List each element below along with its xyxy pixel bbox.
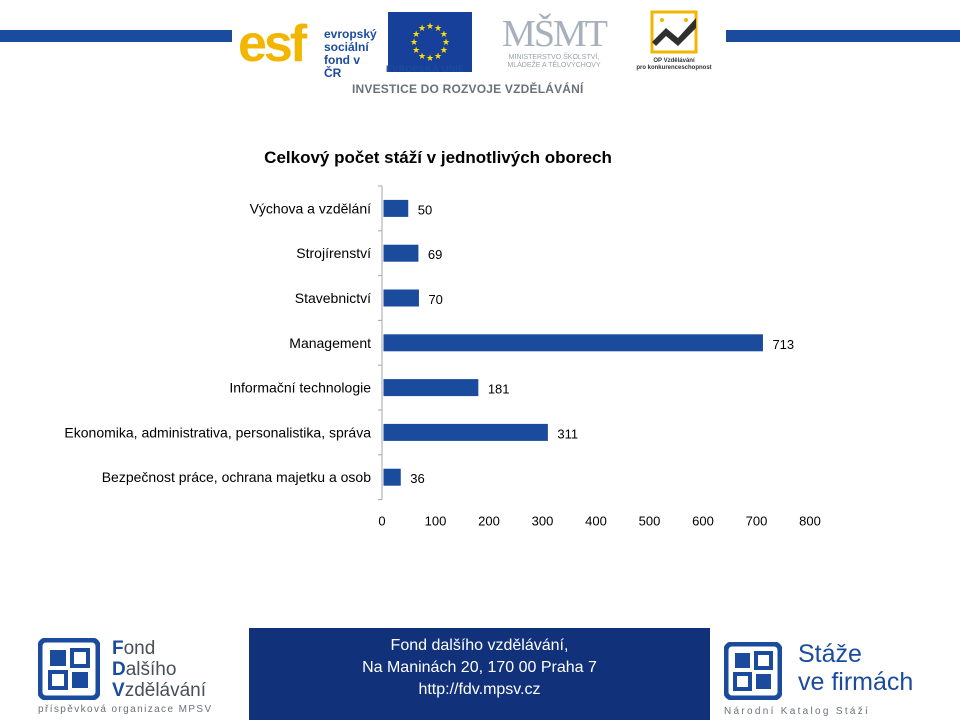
esf-logo: esf evropský sociální fond v ČR — [238, 10, 378, 80]
msmt-logo: MŠMT MINISTERSTVO ŠKOLSTVÍ, MLÁDEŽE A TĚ… — [484, 8, 624, 74]
svg-text:MŠMT: MŠMT — [502, 13, 608, 54]
category-label: Strojírenství — [296, 245, 371, 261]
x-tick-label: 0 — [378, 514, 385, 529]
staze-name: Stáže ve firmách — [798, 640, 913, 696]
eu-star-icon: ★ — [440, 30, 448, 40]
msmt-caption-line: MINISTERSTVO ŠKOLSTVÍ, — [508, 54, 600, 61]
contact-box: Fond dalšího vzdělávání, Na Maninách 20,… — [249, 628, 710, 720]
eu-star-icon: ★ — [434, 52, 442, 62]
category-label: Informační technologie — [229, 380, 371, 396]
contact-line: Na Maninách 20, 170 00 Praha 7 — [362, 659, 597, 676]
x-tick-label: 400 — [585, 514, 607, 529]
esf-text-line: fond v ČR — [324, 53, 360, 80]
x-tick-label: 500 — [639, 514, 661, 529]
header-stripe-left — [0, 30, 232, 42]
staze-logo-icon — [724, 642, 782, 700]
data-label: 50 — [418, 202, 432, 217]
fdv-initial: D — [112, 659, 126, 680]
bar — [382, 422, 549, 442]
eu-star-icon: ★ — [410, 38, 418, 48]
fdv-initial: F — [112, 638, 124, 659]
esf-text-line: sociální — [324, 40, 369, 54]
eu-caption: EVROPSKÁ UNIE — [386, 64, 465, 74]
esf-mark: esf — [238, 14, 307, 74]
op-mark-icon — [650, 10, 698, 54]
category-label: Stavebnictví — [295, 290, 371, 306]
staze-line: Stáže — [798, 640, 862, 668]
staze-line: ve firmách — [798, 668, 914, 696]
eu-star-icon: ★ — [440, 46, 448, 56]
x-tick-label: 100 — [425, 514, 447, 529]
eu-star-icon: ★ — [434, 24, 442, 34]
esf-text-line: evropský — [324, 27, 377, 41]
data-label: 69 — [428, 247, 442, 262]
bar — [382, 333, 764, 353]
category-label: Management — [289, 335, 371, 351]
staze-subtitle: Národní Katalog Stáží — [724, 706, 871, 717]
data-label: 36 — [410, 471, 424, 486]
x-tick-label: 700 — [746, 514, 768, 529]
eu-star-icon: ★ — [426, 22, 434, 32]
msmt-caption-line: MLÁDEŽE A TĚLOVÝCHOVY — [507, 62, 601, 69]
bar-chart: Výchova a vzdělání 50 Strojírenství 69 Stave… — [64, 185, 821, 529]
eu-star-icon: ★ — [442, 38, 450, 48]
header-tagline: INVESTICE DO ROZVOJE VZDĚLÁVÁNÍ — [352, 82, 584, 96]
x-tick-label: 600 — [692, 514, 714, 529]
msmt-mark-icon: MŠMT — [502, 13, 610, 55]
fdv-word: ond — [123, 638, 156, 659]
eu-star-icon: ★ — [418, 52, 426, 62]
eu-flag-icon: ★ ★★★★★★★★★★★ — [388, 12, 472, 72]
footer: Fond Dalšího Vzdělávání příspěvková orga… — [0, 628, 960, 720]
fdv-name: Fond Dalšího Vzdělávání — [112, 638, 206, 701]
fdv-word: zdělávání — [124, 680, 207, 701]
category-label: Bezpečnost práce, ochrana majetku a osob — [102, 469, 371, 485]
bar — [382, 378, 480, 398]
x-tick-label: 300 — [532, 514, 554, 529]
esf-text: evropský sociální fond v ČR — [324, 28, 378, 80]
bar — [382, 467, 402, 487]
contact-line: Fond dalšího vzdělávání, — [390, 637, 569, 654]
fdv-logo-icon — [38, 638, 100, 700]
bar — [382, 288, 420, 308]
eu-star-icon: ★ — [412, 46, 420, 56]
data-label: 311 — [557, 426, 578, 441]
bar — [382, 243, 420, 263]
eu-star-icon: ★ — [426, 54, 434, 64]
eu-star-icon: ★ — [412, 30, 420, 40]
fdv-word: alšího — [125, 659, 177, 680]
op-caption-line: OP Vzdělávání — [653, 58, 695, 64]
x-tick-label: 800 — [799, 514, 821, 529]
eu-star-icon: ★ — [418, 24, 426, 34]
category-label: Výchova a vzdělání — [250, 200, 372, 216]
fdv-subtitle: příspěvková organizace MPSV — [38, 704, 213, 715]
x-tick-label: 200 — [478, 514, 500, 529]
header-logo-bar: esf evropský sociální fond v ČR ★ ★ ★ ★ ★ ★ ★ ★… — [0, 0, 960, 100]
op-logo: OP Vzdělávání pro konkurenceschopnost — [626, 8, 722, 74]
contact-link[interactable]: http://fdv.mpsv.cz — [418, 681, 541, 698]
data-label: 713 — [772, 337, 794, 352]
data-label: 70 — [428, 292, 442, 307]
data-label: 181 — [488, 382, 510, 397]
category-label: Ekonomika, administrativa, personalistik… — [64, 424, 371, 440]
bar — [382, 198, 410, 218]
fdv-initial: V — [112, 680, 125, 701]
esf-mark-text: esf — [238, 15, 307, 73]
op-caption-line: pro konkurenceschopnost — [636, 65, 712, 71]
header-stripe-right — [726, 30, 960, 42]
chart-title: Celkový počet stáží v jednotlivých obore… — [264, 148, 612, 167]
